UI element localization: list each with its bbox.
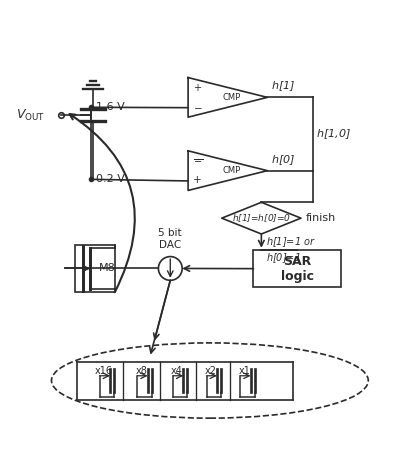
Text: 1.6 V: 1.6 V: [96, 102, 125, 112]
Text: $h$[1]=1 or
$h$[0]=1: $h$[1]=1 or $h$[0]=1: [266, 235, 316, 264]
Text: 5 bit
DAC: 5 bit DAC: [158, 227, 182, 250]
Text: M8: M8: [99, 263, 116, 273]
Text: x2: x2: [205, 366, 217, 376]
Text: SAR
logic: SAR logic: [280, 255, 314, 283]
Ellipse shape: [51, 343, 368, 418]
Text: $h$[1]=$h$[0]=0: $h$[1]=$h$[0]=0: [232, 212, 291, 224]
Text: x4: x4: [171, 366, 183, 376]
Bar: [253, 250, 341, 287]
Text: finish: finish: [306, 213, 336, 223]
Text: +: +: [193, 83, 201, 93]
Text: $\overline{-}$: $\overline{-}$: [193, 156, 203, 166]
Text: $h$[1,0]: $h$[1,0]: [316, 127, 351, 141]
Text: $h$[1]: $h$[1]: [271, 79, 295, 93]
Text: $-$: $-$: [193, 102, 202, 112]
Text: x16: x16: [95, 366, 113, 376]
Text: CMP: CMP: [223, 166, 241, 175]
Text: x1: x1: [238, 366, 250, 376]
Text: x8: x8: [135, 366, 147, 376]
Text: 0.2 V: 0.2 V: [96, 175, 125, 184]
Text: CMP: CMP: [223, 93, 241, 102]
Text: +: +: [193, 175, 202, 185]
Text: $h$[0]: $h$[0]: [271, 153, 295, 167]
Bar: [75, 245, 115, 292]
Text: $V_{\rm OUT}$: $V_{\rm OUT}$: [16, 108, 45, 123]
